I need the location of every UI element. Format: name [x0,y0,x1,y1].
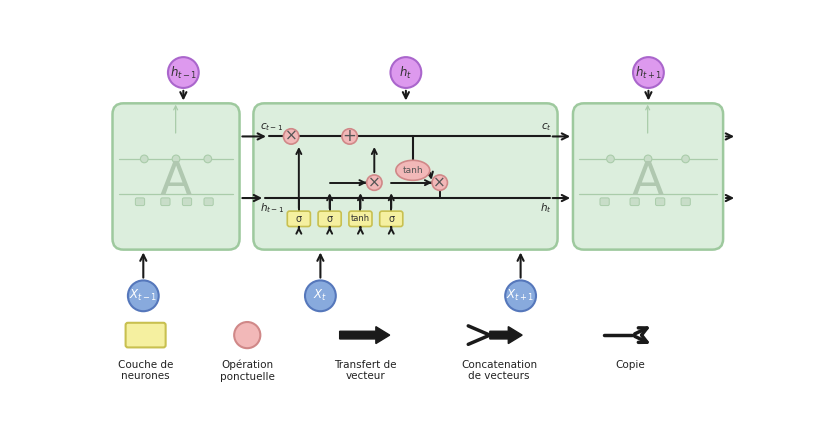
Circle shape [644,155,652,163]
FancyBboxPatch shape [161,198,170,206]
Circle shape [234,322,261,348]
FancyBboxPatch shape [204,198,213,206]
Circle shape [367,175,382,190]
Text: tanh: tanh [351,214,370,223]
Circle shape [141,155,148,163]
FancyBboxPatch shape [656,198,665,206]
Circle shape [204,155,211,163]
FancyBboxPatch shape [349,211,372,226]
FancyBboxPatch shape [288,211,311,226]
Circle shape [681,155,690,163]
FancyBboxPatch shape [380,211,403,226]
Polygon shape [339,327,390,344]
FancyBboxPatch shape [136,198,145,206]
FancyBboxPatch shape [126,323,166,347]
Text: tanh: tanh [403,166,423,175]
Circle shape [172,155,180,163]
Circle shape [432,175,447,190]
Text: $h_{t-1}$: $h_{t-1}$ [260,201,284,215]
Text: A: A [632,160,664,205]
Text: $h_t$: $h_t$ [399,64,413,80]
Text: $h_{t-1}$: $h_{t-1}$ [169,64,197,80]
FancyBboxPatch shape [600,198,609,206]
Text: Copie: Copie [615,360,644,370]
Circle shape [168,57,199,88]
Circle shape [128,281,159,311]
Text: A: A [159,160,192,205]
Text: $c_t$: $c_t$ [541,122,552,133]
Circle shape [506,281,536,311]
Circle shape [284,129,299,144]
FancyBboxPatch shape [681,198,690,206]
Text: ×: × [433,175,446,190]
Circle shape [342,129,358,144]
Text: Transfert de
vecteur: Transfert de vecteur [334,360,396,381]
Text: $c_{t-1}$: $c_{t-1}$ [260,122,283,133]
FancyBboxPatch shape [253,103,557,250]
Text: $X_t$: $X_t$ [313,288,327,303]
Circle shape [390,57,421,88]
Circle shape [607,155,614,163]
Text: $X_{t+1}$: $X_{t+1}$ [506,288,535,303]
Text: σ: σ [388,214,395,224]
Text: σ: σ [296,214,302,224]
FancyBboxPatch shape [182,198,192,206]
Text: ×: × [368,175,381,190]
FancyBboxPatch shape [630,198,640,206]
Text: ×: × [284,129,298,144]
Ellipse shape [396,160,430,180]
Text: $h_t$: $h_t$ [540,201,552,215]
Circle shape [305,281,336,311]
Text: Opération
ponctuelle: Opération ponctuelle [219,360,275,382]
Text: σ: σ [326,214,333,224]
Polygon shape [490,327,522,344]
Text: Concatenation
de vecteurs: Concatenation de vecteurs [461,360,537,381]
FancyBboxPatch shape [318,211,341,226]
FancyBboxPatch shape [113,103,239,250]
Text: Couche de
neurones: Couche de neurones [118,360,173,381]
Text: $X_{t-1}$: $X_{t-1}$ [129,288,158,303]
Circle shape [633,57,664,88]
FancyBboxPatch shape [573,103,723,250]
Text: $h_{t+1}$: $h_{t+1}$ [635,64,662,80]
Text: +: + [343,127,357,146]
